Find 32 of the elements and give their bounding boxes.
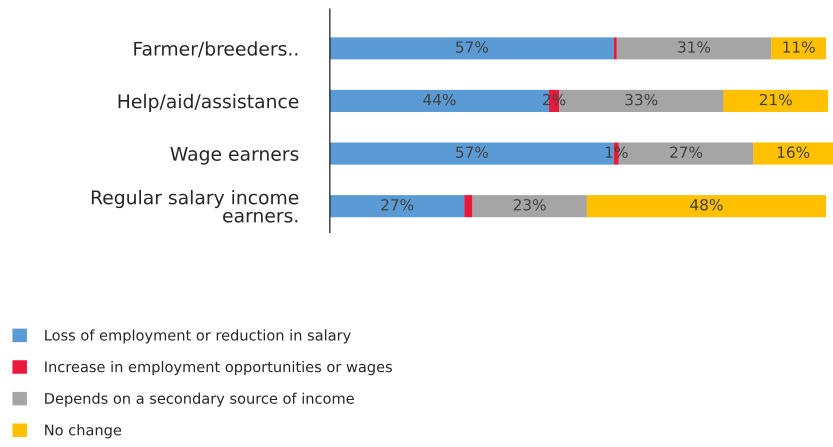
data-label: 57% bbox=[456, 146, 488, 158]
y-tick-label: Farmer/breeders.. bbox=[134, 41, 298, 58]
data-label: 2% bbox=[543, 94, 566, 106]
y-tick-label: Regular salary income earners. bbox=[92, 190, 298, 223]
y-tick-label: Wage earners bbox=[170, 147, 298, 165]
data-label: 57% bbox=[456, 41, 488, 53]
data-label: 44% bbox=[423, 94, 456, 106]
bar bbox=[753, 142, 833, 165]
data-label: 16% bbox=[778, 146, 810, 158]
y-tick-label: Help/aid/assistance bbox=[118, 94, 298, 112]
bar bbox=[464, 195, 472, 218]
legend-label: No change bbox=[45, 424, 122, 438]
data-label: 27% bbox=[670, 146, 702, 158]
bar bbox=[330, 37, 614, 60]
bar bbox=[614, 37, 617, 60]
bar bbox=[616, 37, 772, 60]
data-label: 1% bbox=[606, 146, 628, 158]
legend-label: Depends on a secondary source of income bbox=[45, 392, 354, 407]
data-label: 27% bbox=[381, 199, 414, 211]
data-label: 48% bbox=[690, 199, 723, 211]
bar bbox=[472, 195, 587, 218]
bar bbox=[330, 195, 464, 218]
bar bbox=[771, 37, 826, 60]
bar bbox=[586, 195, 826, 218]
data-label: 23% bbox=[514, 199, 546, 211]
data-label: 31% bbox=[678, 41, 710, 53]
legend-label: Increase in employment opportunities or wages bbox=[45, 361, 392, 376]
legend-label: Loss of employment or reduction in salary bbox=[45, 329, 351, 344]
data-label: 33% bbox=[625, 94, 658, 106]
bar bbox=[723, 90, 828, 112]
data-label: 21% bbox=[760, 94, 792, 106]
data-label: 11% bbox=[783, 41, 815, 53]
